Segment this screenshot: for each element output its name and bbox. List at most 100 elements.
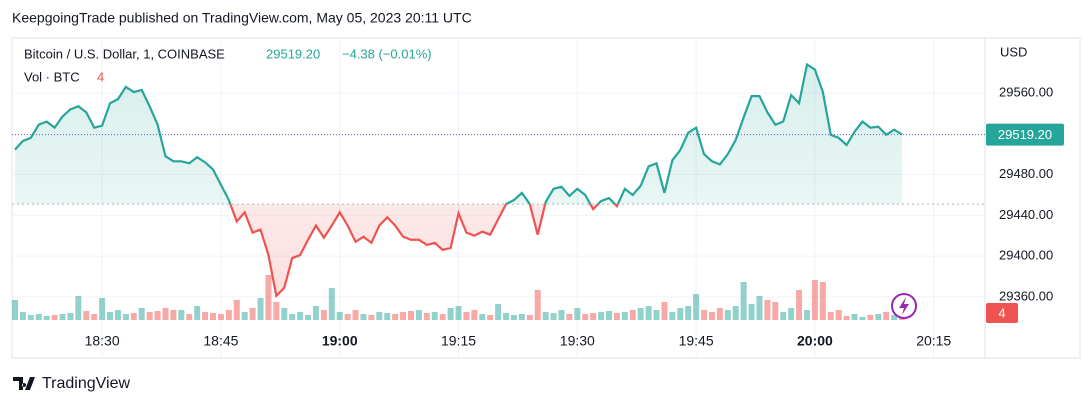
volume-bar (558, 310, 565, 320)
last-price: 29519.20 (266, 46, 320, 61)
volume-bar (693, 294, 700, 320)
volume-bar (12, 300, 18, 320)
volume-bar (811, 280, 818, 320)
volume-bar (75, 296, 82, 320)
volume-bar (708, 312, 715, 320)
volume-bar (677, 308, 684, 320)
volume-bar (835, 310, 842, 320)
volume-bar (748, 304, 755, 320)
volume-bar (297, 312, 304, 320)
volume-bar (566, 314, 573, 320)
y-tick-label: 29400.00 (999, 248, 1053, 263)
volume-bar (146, 312, 153, 320)
x-tick-label: 20:00 (797, 333, 833, 349)
currency: USD (1000, 44, 1027, 59)
volume-bar (273, 302, 280, 320)
volume-bar (225, 310, 232, 320)
volume-bar (827, 312, 834, 320)
x-tick-label: 19:15 (441, 333, 476, 349)
volume-label: Vol · BTC (24, 69, 80, 84)
volume-bar (685, 306, 692, 320)
volume-bar (487, 315, 494, 320)
volume-bar (91, 314, 98, 320)
volume-bar (281, 308, 288, 320)
volume-bar (756, 296, 763, 320)
volume-bar (312, 306, 319, 320)
volume-bar (415, 310, 422, 320)
volume-bar (439, 314, 446, 320)
volume-bar (83, 311, 90, 320)
volume-bar (780, 312, 787, 320)
x-tick-label: 19:45 (679, 333, 714, 349)
volume-bar (819, 282, 826, 320)
volume-bar (772, 302, 779, 320)
x-tick-label: 18:45 (203, 333, 238, 349)
volume-bar (732, 306, 739, 320)
volume-bar (360, 314, 367, 320)
volume-bar (637, 308, 644, 320)
volume-bar (43, 316, 50, 320)
volume-bar (851, 314, 858, 320)
volume-bar (400, 312, 407, 320)
volume-bar (724, 310, 731, 320)
volume-bar (867, 315, 874, 320)
volume-bar (352, 310, 359, 320)
volume-bar (19, 312, 26, 320)
volume-bar (67, 313, 74, 320)
footer: TradingView (42, 375, 130, 392)
volume-bar (503, 313, 510, 320)
volume-bar (202, 312, 209, 320)
volume-bar (479, 314, 486, 320)
volume-bar (701, 310, 708, 320)
volume-bar (305, 315, 312, 320)
y-tick-label: 29440.00 (999, 207, 1053, 222)
volume-bar (495, 304, 502, 320)
volume-bar (661, 302, 668, 320)
area-up (15, 64, 903, 205)
volume-bar (629, 310, 636, 320)
volume-bar (534, 290, 541, 320)
volume-bar (788, 308, 795, 320)
volume-bar (162, 308, 169, 320)
volume-bar (384, 313, 391, 320)
volume-value: 4 (97, 69, 104, 84)
volume-bar (107, 312, 114, 320)
volume-bar (241, 312, 248, 320)
volume-bar (463, 312, 470, 320)
volume-bar (510, 315, 517, 320)
volume-bar (582, 314, 589, 320)
volume-bar (114, 310, 121, 320)
volume-bar (138, 308, 145, 320)
volume-bar (471, 310, 478, 320)
volume-bar (368, 315, 375, 320)
x-tick-label: 19:30 (560, 333, 595, 349)
volume-bar (518, 314, 525, 320)
volume-bar (764, 300, 771, 320)
volume-bar (51, 315, 58, 320)
volume-bar (716, 308, 723, 320)
volume-bar (590, 313, 597, 320)
x-tick-label: 19:00 (322, 333, 358, 349)
volume-bar (194, 306, 201, 320)
volume-bar (526, 315, 533, 320)
y-tick-label: 29360.00 (999, 288, 1053, 303)
volume-bar (740, 282, 747, 320)
volume-bar (249, 308, 256, 320)
volume-bar (423, 313, 430, 320)
volume-bar (320, 310, 327, 320)
volume-bar (122, 314, 129, 320)
volume-bar (392, 314, 399, 320)
header: KeepgoingTrade published on TradingView.… (12, 10, 472, 26)
volume-bar (217, 314, 224, 320)
volume-bar (843, 316, 850, 320)
volume-bar (35, 314, 42, 320)
y-tick-label: 29480.00 (999, 166, 1053, 181)
volume-bar (289, 314, 296, 320)
volume-bar (27, 315, 34, 320)
last-price-box (986, 123, 1064, 146)
volume-bar (550, 313, 557, 320)
volume-bar (154, 311, 161, 320)
price-line-up (14, 62, 903, 205)
volume-bar (804, 310, 810, 320)
